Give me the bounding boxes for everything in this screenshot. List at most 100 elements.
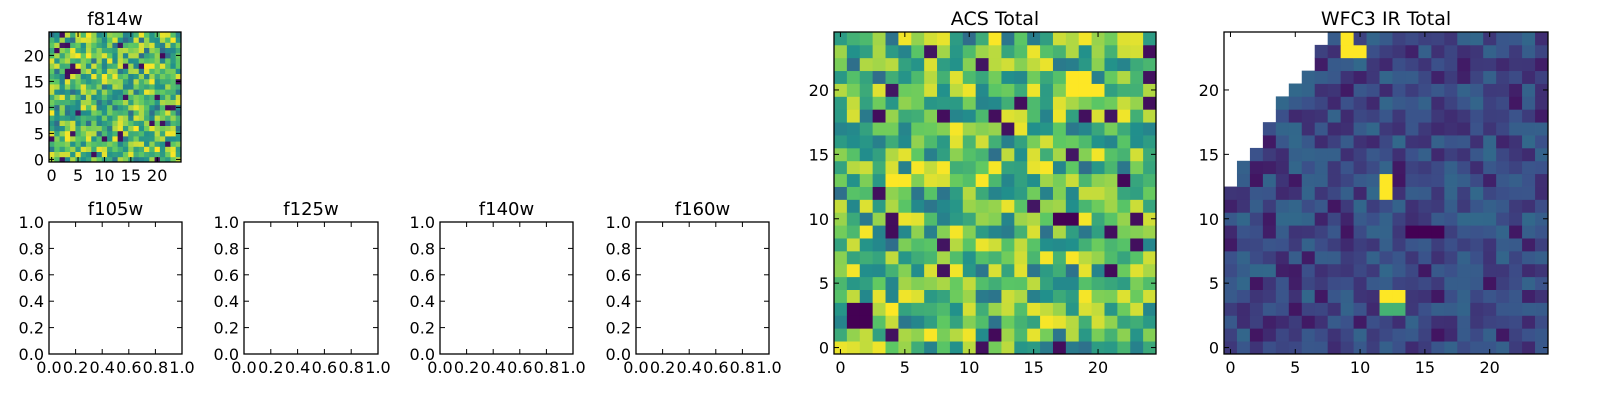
heatmap-cell	[1431, 250, 1445, 265]
heatmap-cell	[1014, 199, 1028, 213]
heatmap-cell	[1027, 225, 1041, 239]
heatmap-cell	[1379, 276, 1393, 290]
heatmap-cell	[1418, 263, 1432, 278]
heatmap-cell	[988, 225, 1002, 239]
heatmap-cell	[1431, 160, 1445, 175]
heatmap-cell	[138, 37, 145, 43]
heatmap-cell	[1104, 302, 1118, 316]
heatmap-cell	[149, 156, 155, 163]
heatmap-cell	[49, 120, 55, 126]
heatmap-cell	[885, 225, 899, 239]
heatmap-cell	[1418, 328, 1432, 342]
heatmap-cell	[59, 94, 66, 100]
heatmap-cell	[1509, 135, 1523, 149]
heatmap-cell	[1340, 328, 1354, 342]
heatmap-cell	[846, 225, 861, 239]
heatmap-cell	[911, 328, 925, 342]
heatmap-cell	[834, 96, 848, 110]
heatmap-cell	[1535, 32, 1549, 46]
heatmap-cell	[159, 94, 166, 100]
heatmap-cell	[975, 147, 989, 162]
heatmap-cell	[924, 238, 938, 252]
heatmap-cell	[1496, 315, 1510, 329]
heatmap-cell	[1040, 122, 1054, 136]
heatmap-cell	[872, 57, 886, 72]
heatmap-cell	[1117, 238, 1131, 252]
heatmap-cell	[1027, 238, 1041, 252]
heatmap-cell	[101, 68, 108, 74]
heatmap-cell	[1052, 122, 1067, 136]
heatmap-cell	[1301, 276, 1316, 290]
heatmap-cell	[1052, 57, 1067, 72]
heatmap-cell	[1249, 289, 1264, 303]
heatmap-cell	[1444, 135, 1458, 149]
heatmap-cell	[91, 37, 97, 43]
heatmap-cell	[1327, 160, 1342, 175]
heatmap-cell	[1392, 238, 1406, 252]
heatmap-cell	[1040, 57, 1054, 72]
heatmap-cell	[1457, 289, 1471, 303]
x-tick-label: 0.2	[454, 358, 479, 377]
heatmap-cell	[1392, 70, 1406, 84]
heatmap-cell	[1078, 225, 1092, 239]
heatmap-cell	[885, 32, 899, 46]
heatmap-cell	[1130, 122, 1144, 136]
heatmap-cell	[117, 156, 124, 163]
heatmap-cell	[64, 73, 71, 80]
heatmap-cell	[128, 94, 134, 100]
heatmap-cell	[1340, 122, 1354, 136]
heatmap-cell	[859, 341, 874, 355]
heatmap-cell	[1496, 328, 1510, 342]
y-tick-label: 1.0	[606, 213, 631, 232]
heatmap-cell	[54, 156, 60, 163]
heatmap-cell	[112, 146, 119, 152]
heatmap-cell	[1509, 70, 1523, 84]
heatmap-cell	[1431, 225, 1445, 239]
heatmap-cell	[1405, 96, 1419, 110]
heatmap-cell	[1143, 238, 1157, 252]
heatmap-cell	[1052, 83, 1067, 97]
y-tick-label: 0	[1209, 339, 1219, 358]
heatmap-cell	[112, 52, 119, 59]
heatmap-cell	[138, 32, 145, 38]
heatmap-cell	[128, 125, 134, 132]
heatmap-cell	[1392, 135, 1406, 149]
heatmap-cell	[144, 58, 150, 64]
heatmap-cell	[962, 276, 977, 290]
heatmap-cell	[1275, 186, 1290, 200]
heatmap-cell	[112, 32, 119, 38]
x-tick-label: 15	[1023, 358, 1043, 377]
heatmap-cell	[1249, 186, 1264, 200]
heatmap-cell	[91, 78, 97, 85]
heatmap-cell	[1405, 212, 1419, 226]
heatmap-cell	[1483, 109, 1497, 123]
heatmap-cell	[154, 63, 161, 69]
panel-title: f140w	[479, 199, 534, 220]
heatmap-cell	[1522, 302, 1536, 316]
heatmap-cell	[1470, 263, 1484, 278]
heatmap-cell	[911, 96, 925, 110]
heatmap-cell	[911, 302, 925, 316]
heatmap-cell	[1143, 135, 1157, 149]
heatmap-cell	[85, 47, 92, 54]
heatmap-cell	[1496, 44, 1510, 59]
heatmap-cell	[898, 173, 912, 187]
heatmap-cell	[138, 47, 145, 54]
heatmap-cell	[1249, 147, 1264, 162]
y-tick-label: 0	[34, 150, 44, 169]
heatmap-cell	[937, 341, 951, 355]
heatmap-cell	[1301, 212, 1316, 226]
heatmap-cell	[949, 57, 964, 72]
heatmap-cell	[1379, 289, 1393, 303]
heatmap-cell	[154, 136, 161, 142]
heatmap-cell	[1040, 109, 1054, 123]
heatmap-cell	[988, 57, 1002, 72]
heatmap-cell	[1078, 44, 1092, 59]
heatmap-cell	[1327, 328, 1342, 342]
heatmap-cell	[898, 186, 912, 200]
heatmap-cell	[988, 83, 1002, 97]
heatmap-cell	[1418, 122, 1432, 136]
heatmap-cell	[149, 130, 155, 137]
heatmap-cell	[1130, 225, 1144, 239]
x-tick-label: 1.0	[169, 358, 194, 377]
